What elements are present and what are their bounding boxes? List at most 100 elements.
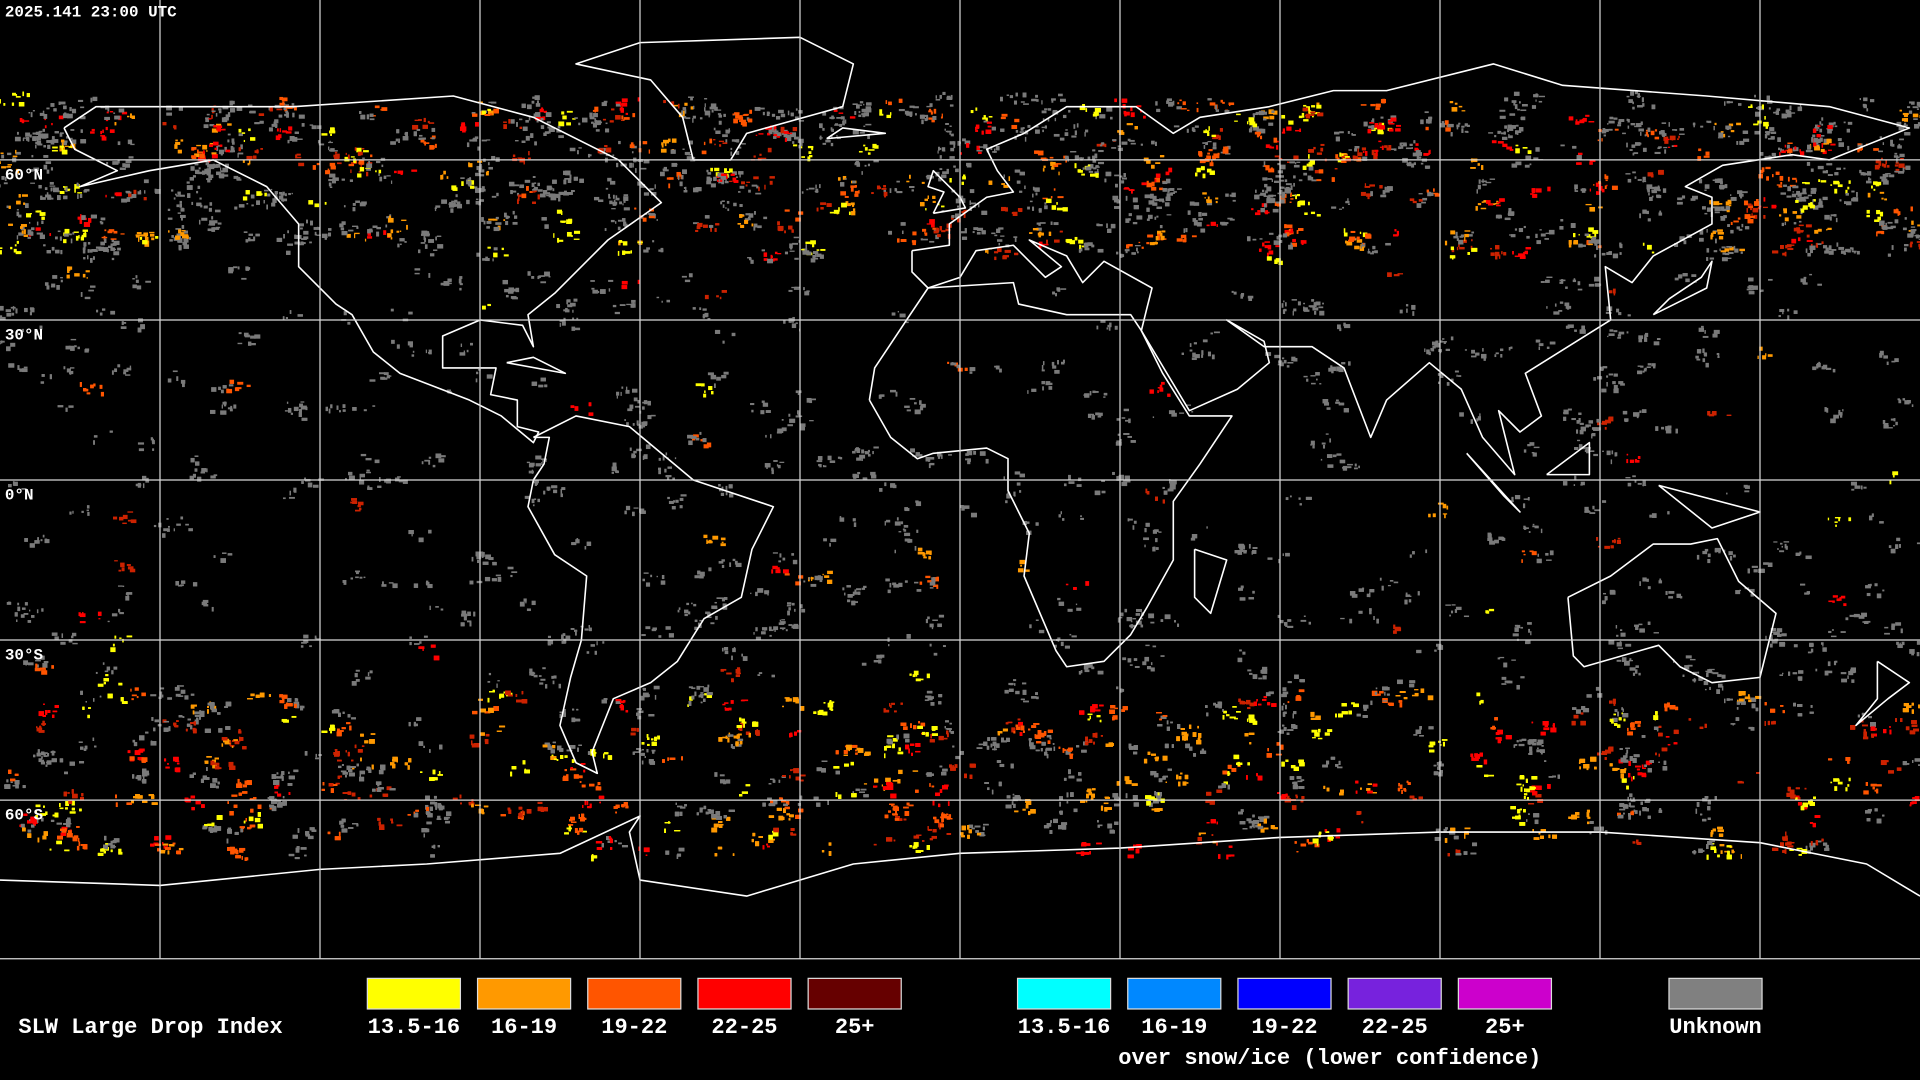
cloud-pixel	[1074, 155, 1079, 160]
cloud-pixel	[101, 236, 108, 239]
cloud-pixel	[998, 227, 1004, 230]
cloud-pixel	[366, 163, 373, 169]
cloud-pixel	[1340, 158, 1347, 163]
cloud-pixel	[100, 241, 105, 246]
cloud-pixel	[662, 168, 667, 171]
cloud-pixel	[186, 181, 190, 184]
cloud-pixel	[1525, 247, 1532, 250]
cloud-pixel	[708, 225, 714, 228]
cloud-pixel	[1231, 192, 1236, 198]
cloud-pixel	[1001, 183, 1005, 185]
cloud-pixel	[725, 139, 728, 143]
cloud-pixel	[930, 222, 935, 228]
cloud-pixel	[925, 208, 927, 211]
cloud-pixel	[1303, 119, 1309, 122]
cloud-pixel	[177, 149, 182, 154]
cloud-pixel	[1308, 162, 1315, 165]
cloud-pixel	[1277, 163, 1281, 166]
cloud-pixel	[1911, 103, 1915, 105]
cloud-pixel	[1714, 122, 1717, 126]
cloud-pixel	[61, 142, 64, 148]
cloud-pixel	[1052, 109, 1058, 114]
cloud-pixel	[1082, 104, 1085, 106]
cloud-pixel	[1646, 244, 1652, 250]
cloud-pixel	[744, 113, 749, 116]
cloud-pixel	[1019, 171, 1025, 176]
cloud-pixel	[831, 128, 834, 132]
cloud-pixel	[1905, 165, 1911, 170]
cloud-pixel	[1654, 186, 1660, 191]
cloud-pixel	[1296, 161, 1301, 163]
cloud-pixel	[369, 113, 374, 117]
cloud-pixel	[238, 152, 244, 155]
cloud-pixel	[1763, 197, 1766, 202]
cloud-pixel	[1719, 184, 1725, 190]
cloud-pixel	[1809, 245, 1816, 250]
cloud-pixel	[1816, 139, 1821, 143]
cloud-pixel	[1270, 198, 1276, 204]
cloud-pixel	[1786, 144, 1790, 149]
cloud-pixel	[886, 114, 892, 119]
cloud-pixel	[973, 227, 979, 231]
cloud-pixel	[1189, 201, 1195, 206]
cloud-pixel	[1633, 152, 1639, 155]
cloud-pixel	[757, 225, 762, 229]
cloud-pixel	[1418, 199, 1423, 202]
cloud-pixel	[873, 160, 879, 163]
cloud-pixel	[692, 115, 696, 119]
cloud-pixel	[1593, 184, 1595, 186]
cloud-pixel	[717, 113, 722, 115]
cloud-pixel	[100, 106, 105, 109]
cloud-pixel	[1835, 217, 1838, 223]
cloud-pixel	[1627, 178, 1632, 183]
cloud-pixel	[1496, 204, 1501, 207]
cloud-pixel	[1494, 135, 1497, 138]
cloud-pixel	[643, 249, 649, 253]
cloud-pixel	[761, 249, 765, 252]
cloud-pixel	[1736, 122, 1742, 126]
cloud-pixel	[130, 143, 135, 146]
cloud-pixel	[741, 116, 744, 121]
cloud-pixel	[556, 129, 562, 133]
cloud-pixel	[1259, 112, 1262, 115]
cloud-pixel	[1390, 148, 1396, 151]
cloud-pixel	[51, 136, 55, 140]
cloud-pixel	[1718, 236, 1724, 240]
cloud-pixel	[696, 225, 701, 230]
cloud-pixel	[663, 139, 670, 144]
cloud-pixel	[1154, 177, 1160, 183]
cloud-pixel	[264, 192, 267, 197]
cloud-pixel	[435, 236, 437, 241]
cloud-pixel	[1070, 150, 1077, 153]
cloud-pixel	[1792, 185, 1799, 189]
cloud-pixel	[472, 138, 478, 142]
cloud-pixel	[1710, 234, 1713, 240]
cloud-pixel	[1360, 191, 1366, 196]
cloud-pixel	[436, 235, 442, 237]
cloud-pixel	[1177, 102, 1180, 105]
cloud-pixel	[90, 214, 97, 219]
cloud-pixel	[452, 204, 459, 207]
cloud-pixel	[220, 151, 223, 156]
cloud-pixel	[601, 102, 607, 107]
cloud-pixel	[182, 242, 188, 246]
cloud-pixel	[475, 172, 481, 177]
cloud-pixel	[731, 139, 738, 142]
cloud-pixel	[1456, 238, 1459, 242]
cloud-pixel	[155, 189, 161, 194]
cloud-pixel	[286, 112, 289, 115]
cloud-pixel	[1378, 140, 1382, 143]
cloud-pixel	[1714, 211, 1720, 214]
cloud-pixel	[1155, 236, 1159, 241]
cloud-pixel	[390, 237, 393, 240]
cloud-pixel	[435, 205, 441, 208]
cloud-pixel	[515, 139, 519, 142]
cloud-pixel	[114, 122, 117, 126]
cloud-pixel	[1458, 122, 1461, 125]
cloud-pixel	[1658, 146, 1662, 149]
cloud-pixel	[1811, 137, 1814, 142]
cloud-pixel	[1820, 148, 1825, 153]
cloud-pixel	[543, 132, 547, 137]
cloud-pixel	[1631, 144, 1636, 148]
cloud-pixel	[1275, 258, 1281, 263]
